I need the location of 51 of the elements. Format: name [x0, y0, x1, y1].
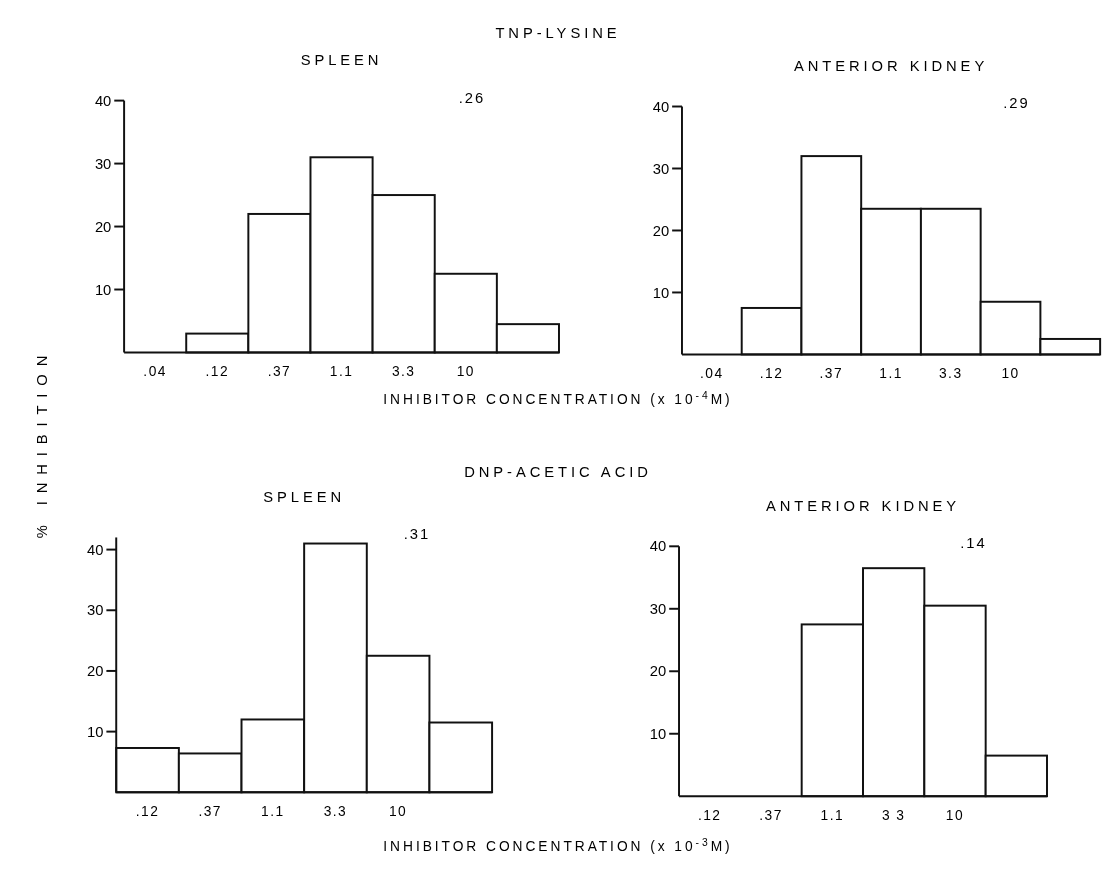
y-tick-label: 10	[94, 281, 112, 298]
x-tick-label: 3.3	[323, 803, 348, 819]
y-tick-label: 40	[652, 98, 670, 115]
x-tick-label: .37	[198, 803, 222, 819]
y-tick-label: 30	[652, 160, 670, 177]
x-tick-label: 10	[945, 807, 965, 823]
y-tick-label: 20	[94, 218, 112, 235]
x-tick-label: .12	[135, 803, 160, 819]
y-axis-title: % INHIBITION	[34, 347, 51, 539]
x-tick-label: 3.3	[939, 366, 963, 382]
y-tick-label: 30	[649, 600, 667, 617]
x-axis-title: INHIBITOR CONCENTRATION (x 10$^{-4}$M)	[383, 389, 733, 407]
chart-subtitle: SPLEEN	[263, 489, 346, 506]
y-tick-label: 40	[649, 538, 667, 555]
x-tick-label: 1.1	[261, 803, 285, 819]
x-axis-title: INHIBITOR CONCENTRATION (x 10$^{-3}$M)	[383, 836, 733, 855]
x-tick-label: 10	[456, 364, 475, 380]
y-tick-label: 20	[87, 663, 104, 680]
y-tick-label: 40	[94, 92, 112, 109]
annotation: .26	[458, 89, 486, 106]
x-tick-label: 1.1	[879, 366, 903, 382]
annotation: .31	[403, 526, 431, 543]
text: DNP-ACETIC ACID	[464, 464, 652, 481]
x-tick-label: .04	[143, 364, 167, 380]
x-tick-label: 3.3	[391, 364, 416, 380]
x-tick-label: .12	[759, 366, 784, 382]
annotation: .29	[1003, 95, 1030, 112]
x-tick-label: .37	[267, 364, 292, 380]
y-tick-label: 10	[652, 284, 670, 301]
x-tick-label: .12	[697, 807, 722, 823]
x-tick-label: .37	[819, 366, 844, 382]
y-tick-label: 10	[649, 725, 667, 742]
annotation: .14	[960, 535, 987, 552]
x-tick-label: 1.1	[329, 364, 354, 380]
y-tick-label: 20	[652, 222, 670, 239]
chart-subtitle: ANTERIOR KIDNEY	[765, 497, 961, 514]
y-tick-label: 20	[649, 663, 667, 680]
chart-subtitle: SPLEEN	[300, 52, 383, 69]
x-tick-label: 10	[1001, 366, 1020, 382]
x-tick-label: .37	[759, 807, 783, 823]
x-tick-label: 3 3	[881, 807, 906, 823]
y-tick-label: 40	[87, 541, 104, 558]
y-tick-label: 30	[94, 155, 112, 172]
x-tick-label: .04	[700, 366, 724, 382]
y-tick-label: 30	[87, 602, 104, 619]
x-tick-label: 10	[388, 803, 408, 819]
y-tick-label: 10	[87, 723, 104, 740]
chart-title: TNP-LYSINE	[495, 24, 621, 41]
chart-subtitle: ANTERIOR KIDNEY	[793, 58, 989, 75]
x-tick-label: .12	[205, 364, 230, 380]
x-tick-label: 1.1	[820, 807, 845, 823]
